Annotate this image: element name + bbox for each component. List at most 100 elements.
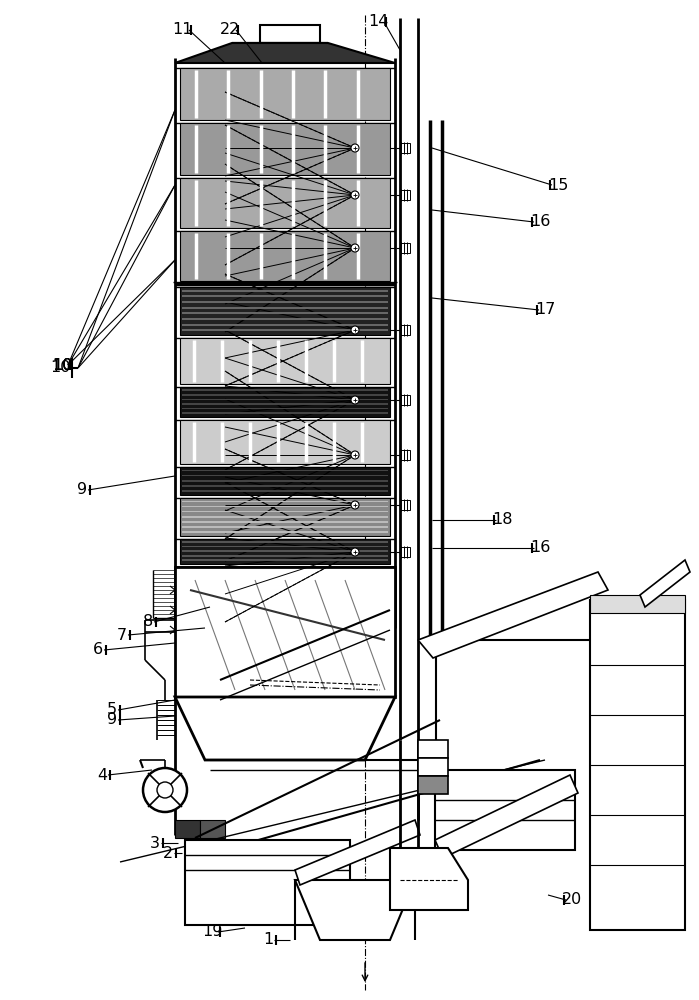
Bar (182, 394, 388, 396)
Bar (418, 740, 448, 758)
Polygon shape (640, 560, 690, 607)
Circle shape (351, 548, 359, 556)
Bar (182, 290, 388, 292)
Bar (180, 68, 390, 120)
Bar (182, 408, 388, 409)
Bar (180, 287, 390, 335)
Text: 10: 10 (50, 360, 70, 375)
Text: 20: 20 (562, 892, 582, 908)
Circle shape (351, 326, 359, 334)
Bar (435, 770, 575, 850)
Polygon shape (175, 43, 395, 63)
Polygon shape (175, 697, 395, 760)
Text: 1: 1 (263, 932, 273, 948)
Text: 2: 2 (163, 846, 173, 860)
Bar (182, 526, 388, 528)
Bar (260, 25, 320, 43)
Text: 8: 8 (143, 614, 153, 630)
Bar (400, 450, 410, 460)
Bar (182, 490, 388, 492)
Bar (182, 412, 388, 414)
Circle shape (143, 768, 187, 812)
Bar (182, 485, 388, 487)
Text: 6: 6 (93, 643, 103, 658)
Text: 3: 3 (150, 836, 160, 850)
Text: 14: 14 (368, 14, 388, 29)
Text: 17: 17 (535, 302, 555, 318)
Bar (182, 480, 388, 482)
Bar (400, 500, 410, 510)
Bar (400, 243, 410, 253)
Bar (400, 325, 410, 335)
Bar (182, 470, 388, 471)
Bar (180, 178, 390, 228)
Text: 10: 10 (52, 358, 72, 372)
Bar (182, 501, 388, 502)
Circle shape (351, 244, 359, 252)
Bar (180, 123, 390, 175)
Bar (182, 506, 388, 507)
Text: 7: 7 (117, 628, 127, 643)
Text: 16: 16 (530, 540, 550, 556)
Circle shape (351, 191, 359, 199)
Text: 10: 10 (52, 358, 72, 372)
Polygon shape (295, 880, 415, 940)
Bar (182, 307, 388, 309)
Polygon shape (390, 848, 468, 910)
Bar (180, 539, 390, 564)
Bar (400, 547, 410, 557)
Polygon shape (418, 572, 608, 658)
Polygon shape (435, 775, 578, 858)
Text: 4: 4 (97, 768, 107, 782)
Bar (182, 399, 388, 400)
Bar (182, 541, 388, 543)
Bar (400, 190, 410, 200)
Bar (182, 318, 388, 320)
Bar (182, 403, 388, 405)
Text: 18: 18 (492, 512, 512, 528)
Text: 9: 9 (107, 712, 117, 728)
Circle shape (351, 144, 359, 152)
Circle shape (351, 451, 359, 459)
Bar (182, 531, 388, 533)
Bar (180, 338, 390, 384)
Text: 9: 9 (77, 483, 87, 497)
Bar (182, 546, 388, 547)
Text: 22: 22 (220, 22, 240, 37)
Text: 15: 15 (548, 178, 568, 192)
Bar (182, 550, 388, 552)
Bar (182, 516, 388, 518)
Circle shape (157, 782, 173, 798)
Bar (180, 498, 390, 536)
Bar (590, 595, 685, 613)
Circle shape (351, 501, 359, 509)
Bar (180, 231, 390, 281)
Bar (400, 143, 410, 153)
Bar (200, 820, 225, 838)
Bar (175, 820, 200, 838)
Circle shape (351, 396, 359, 404)
Bar (590, 600, 685, 930)
Bar (182, 555, 388, 556)
Bar (182, 295, 388, 297)
Bar (180, 467, 390, 495)
Bar (418, 776, 448, 794)
Text: 10: 10 (52, 358, 72, 372)
Bar (180, 387, 390, 417)
Bar (185, 840, 350, 925)
Polygon shape (295, 820, 420, 885)
Bar (182, 389, 388, 391)
Bar (182, 312, 388, 314)
Bar (182, 329, 388, 331)
Bar (182, 559, 388, 561)
Text: 5: 5 (107, 702, 117, 718)
Text: 16: 16 (530, 215, 550, 230)
Text: 19: 19 (202, 924, 222, 940)
Bar (182, 521, 388, 523)
Bar (182, 324, 388, 326)
Bar (182, 301, 388, 303)
Bar (180, 420, 390, 464)
Bar (182, 475, 388, 476)
Bar (418, 758, 448, 776)
Bar (400, 395, 410, 405)
